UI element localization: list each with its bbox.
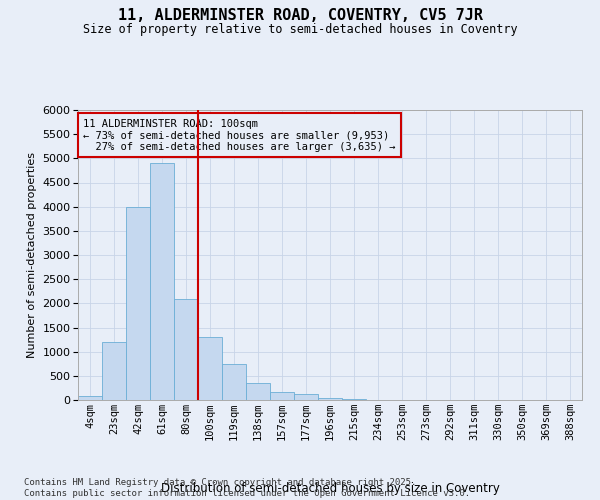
Bar	[198, 337, 222, 400]
Text: Contains HM Land Registry data © Crown copyright and database right 2025.
Contai: Contains HM Land Registry data © Crown c…	[24, 478, 470, 498]
Bar	[102, 342, 126, 400]
Bar	[294, 394, 318, 400]
Bar	[126, 206, 150, 400]
Bar	[222, 364, 246, 400]
Bar	[342, 399, 366, 400]
X-axis label: Distribution of semi-detached houses by size in Coventry: Distribution of semi-detached houses by …	[161, 482, 499, 495]
Bar	[150, 163, 174, 400]
Text: 11, ALDERMINSTER ROAD, COVENTRY, CV5 7JR: 11, ALDERMINSTER ROAD, COVENTRY, CV5 7JR	[118, 8, 482, 22]
Text: Size of property relative to semi-detached houses in Coventry: Size of property relative to semi-detach…	[83, 22, 517, 36]
Bar	[78, 396, 102, 400]
Y-axis label: Number of semi-detached properties: Number of semi-detached properties	[26, 152, 37, 358]
Bar	[270, 392, 294, 400]
Bar	[246, 383, 270, 400]
Text: 11 ALDERMINSTER ROAD: 100sqm
← 73% of semi-detached houses are smaller (9,953)
 : 11 ALDERMINSTER ROAD: 100sqm ← 73% of se…	[83, 118, 395, 152]
Bar	[318, 398, 342, 400]
Bar	[174, 298, 198, 400]
